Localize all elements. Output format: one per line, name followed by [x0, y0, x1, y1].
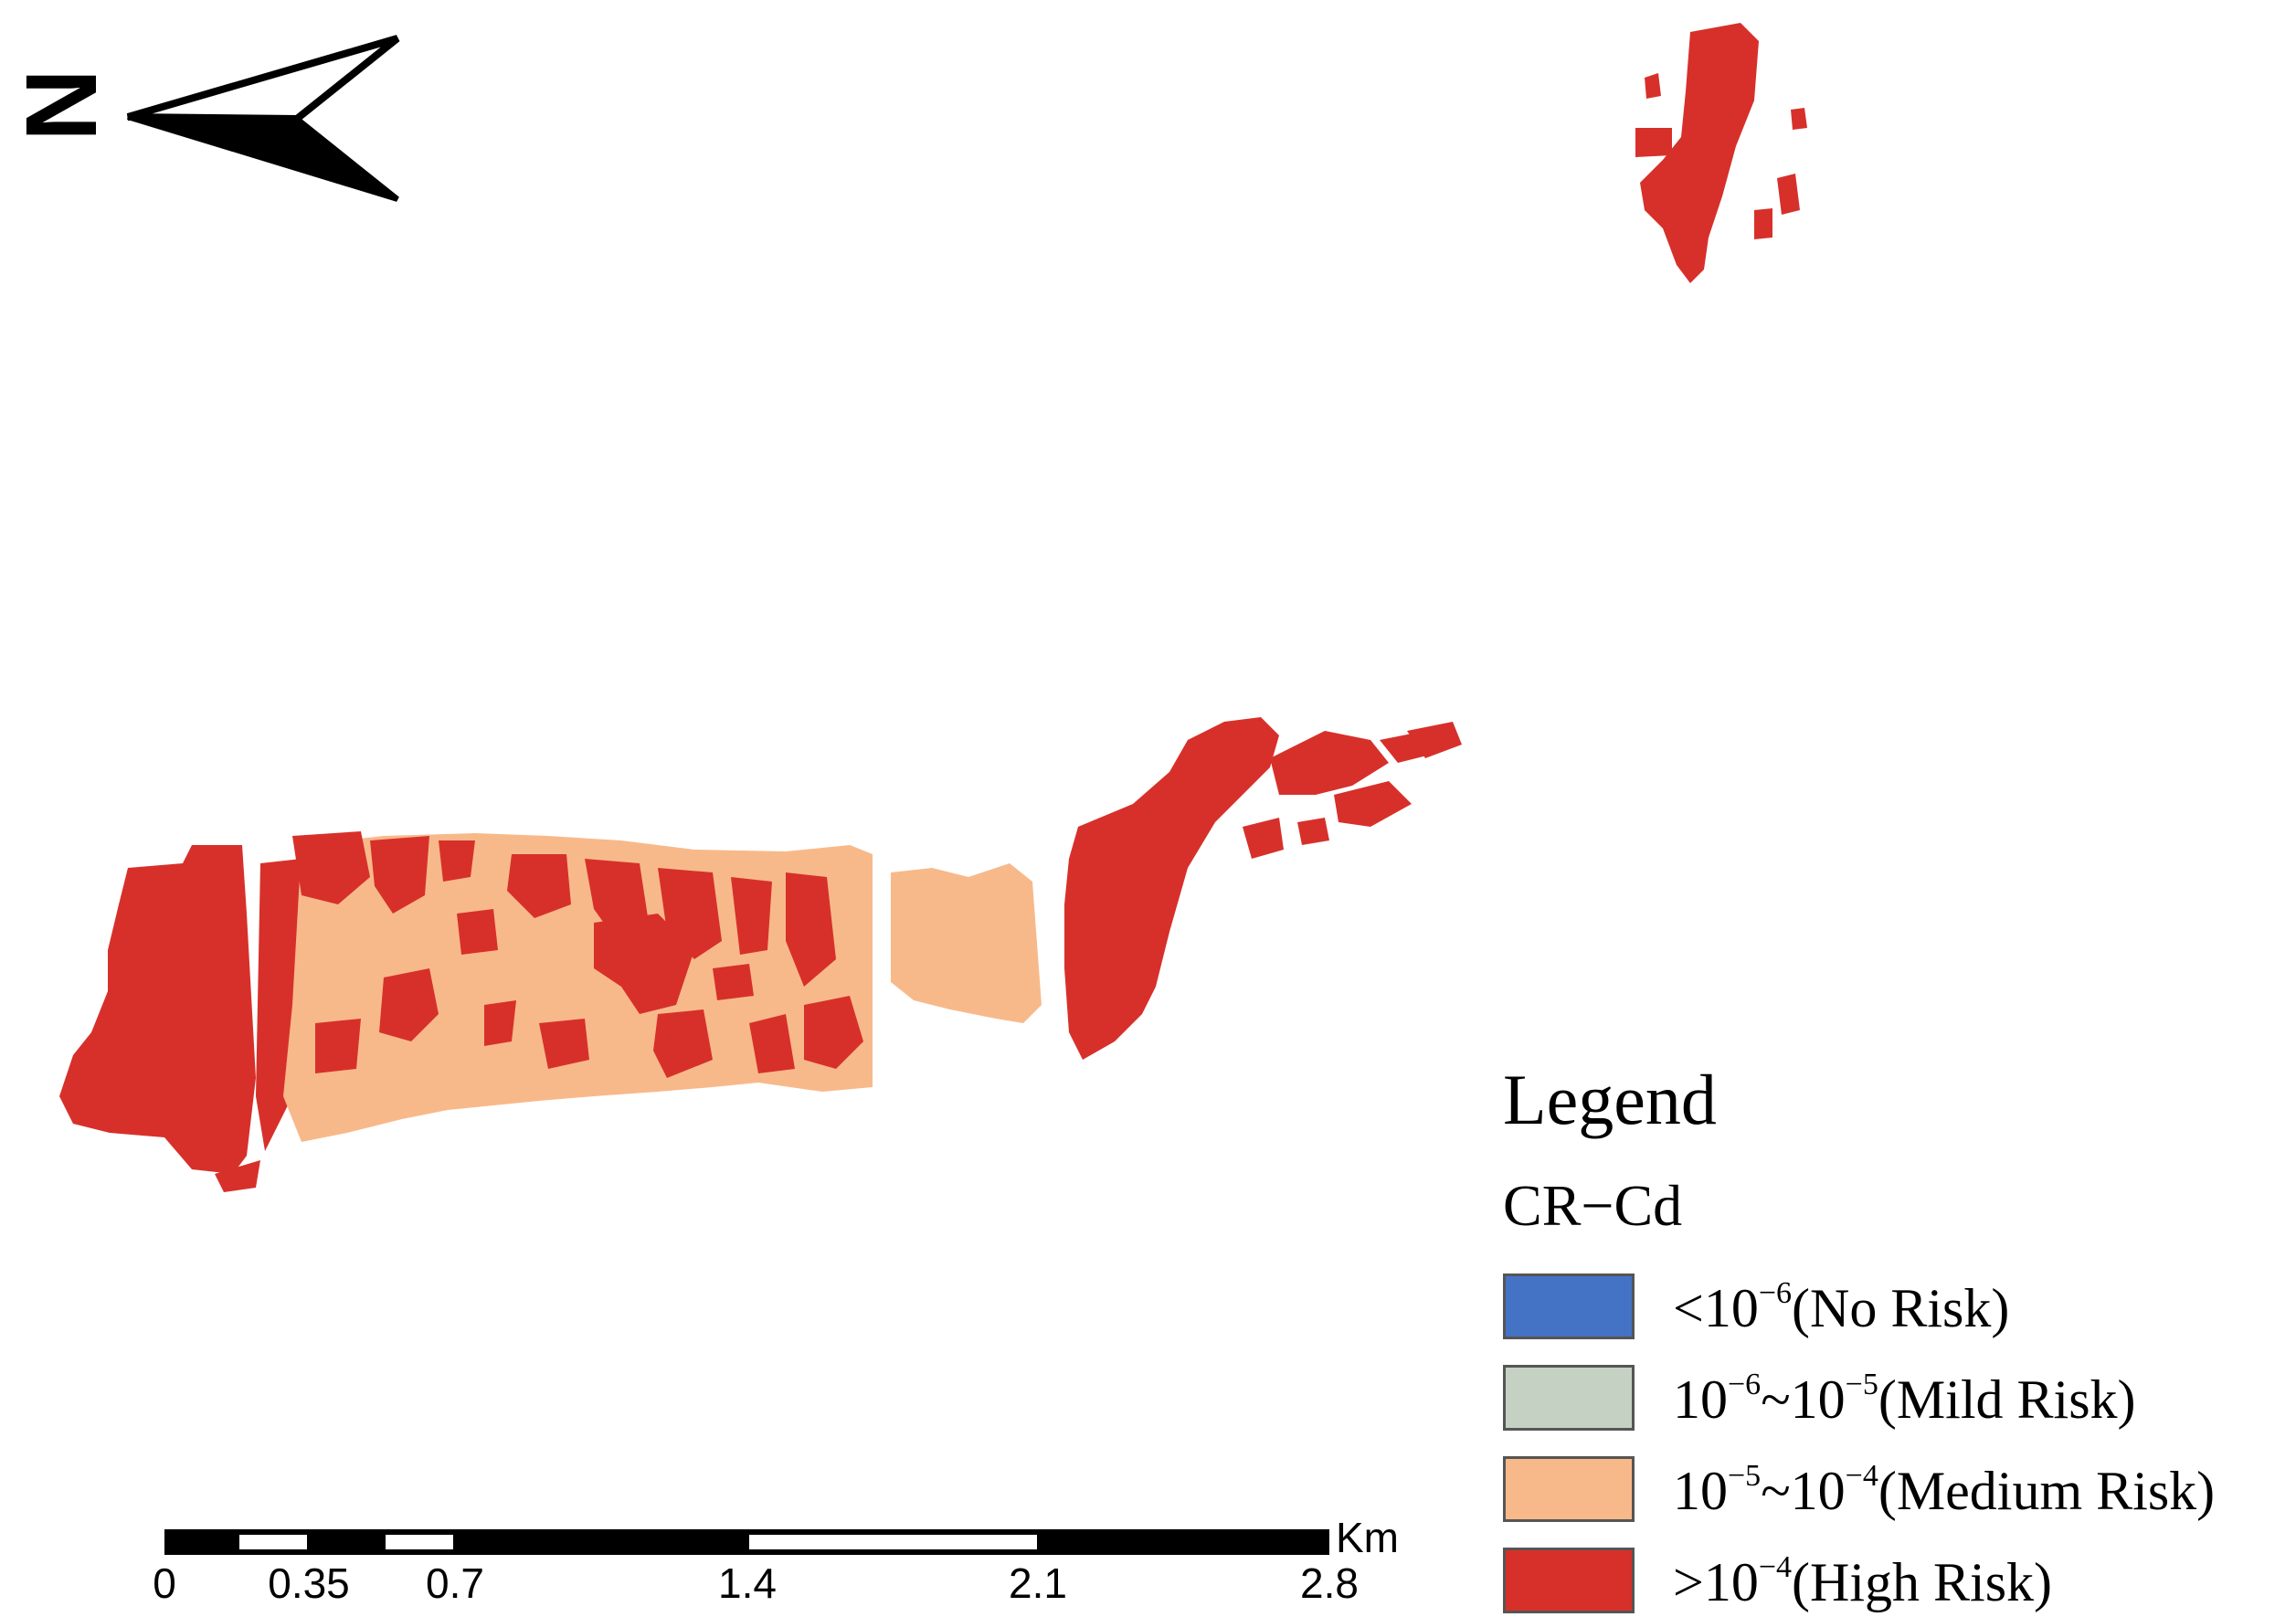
legend-symbol: >: [1673, 1551, 1704, 1612]
legend-range-separator: ~: [1761, 1460, 1791, 1521]
scale-tick-4: 2.1: [1009, 1559, 1067, 1607]
scale-tick-3: 1.4: [718, 1559, 777, 1607]
legend-base-upper: 10: [1790, 1369, 1846, 1430]
legend-exponent-upper: −4: [1845, 1458, 1878, 1493]
north-label: N: [5, 69, 118, 142]
legend-subtitle: CR−Cd: [1503, 1173, 1683, 1238]
legend-label: 10−6~10−5(Mild Risk): [1673, 1369, 2136, 1427]
risk-zone-north: [1635, 23, 1807, 283]
legend-base: 10: [1703, 1551, 1759, 1612]
scale-tick-1: 0.35: [268, 1559, 350, 1607]
legend-swatch: [1503, 1548, 1635, 1613]
legend-item: <10−6(No Risk): [1503, 1272, 2009, 1341]
legend-item: 10−6~10−5(Mild Risk): [1503, 1363, 2136, 1432]
scale-unit: Km: [1336, 1514, 1399, 1561]
scale-tick-5: 2.8: [1300, 1559, 1359, 1607]
risk-zone-west: [59, 845, 302, 1192]
legend-swatch: [1503, 1274, 1635, 1339]
legend-item: >10−4(High Risk): [1503, 1546, 2052, 1615]
legend-exponent: −6: [1758, 1275, 1793, 1310]
scale-tick-2: 0.7: [426, 1559, 484, 1607]
legend-swatch: [1503, 1365, 1635, 1431]
legend-base: 10: [1673, 1369, 1728, 1430]
legend-exponent-upper: −5: [1845, 1367, 1878, 1401]
legend-item: 10−5~10−4(Medium Risk): [1503, 1454, 2215, 1524]
legend-description: (Medium Risk): [1878, 1460, 2216, 1521]
legend-description: (High Risk): [1792, 1551, 2053, 1612]
legend-label: 10−5~10−4(Medium Risk): [1673, 1458, 2216, 1521]
legend-swatch: [1503, 1456, 1635, 1522]
legend-exponent: −6: [1728, 1367, 1762, 1401]
legend-exponent: −4: [1758, 1549, 1793, 1584]
legend-label: >10−4(High Risk): [1673, 1549, 2053, 1612]
legend-description: (No Risk): [1792, 1277, 2010, 1338]
legend-range-separator: ~: [1761, 1369, 1791, 1430]
scale-bar: [164, 1529, 1329, 1555]
legend-base: 10: [1673, 1460, 1728, 1521]
risk-zone-east: [1064, 717, 1462, 1060]
risk-zone-central: [283, 833, 1042, 1142]
legend-label: <10−6(No Risk): [1673, 1275, 2010, 1338]
legend-description: (Mild Risk): [1878, 1369, 2136, 1430]
legend-base: 10: [1703, 1277, 1759, 1338]
legend-title: Legend: [1503, 1060, 1717, 1139]
north-arrow-icon: [126, 35, 400, 202]
scale-tick-0: 0: [153, 1559, 176, 1607]
risk-patches-central: [292, 831, 863, 1078]
legend-symbol: <: [1673, 1277, 1704, 1338]
legend-exponent: −5: [1728, 1458, 1762, 1493]
legend-base-upper: 10: [1790, 1460, 1846, 1521]
